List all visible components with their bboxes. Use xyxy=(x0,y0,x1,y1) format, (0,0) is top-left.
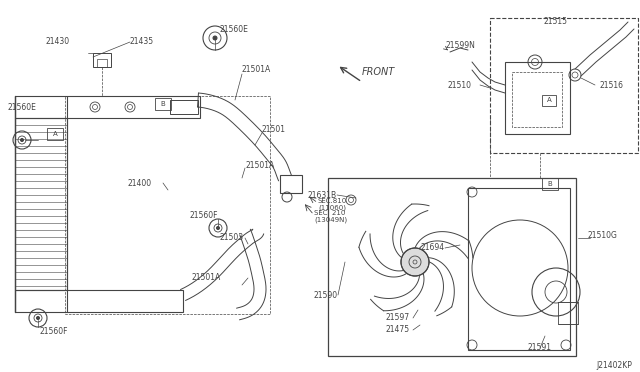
Text: SEC. 210: SEC. 210 xyxy=(314,210,346,216)
Circle shape xyxy=(36,317,40,320)
Text: 21501A: 21501A xyxy=(242,65,271,74)
Text: SEC.810: SEC.810 xyxy=(318,198,348,204)
Text: 21501A: 21501A xyxy=(245,160,275,170)
Text: B: B xyxy=(161,101,165,107)
Text: B: B xyxy=(548,181,552,187)
Text: (11060): (11060) xyxy=(318,205,346,211)
Text: 21515: 21515 xyxy=(543,17,567,26)
Text: J21402KP: J21402KP xyxy=(596,360,632,369)
Circle shape xyxy=(401,248,429,276)
Text: 21510: 21510 xyxy=(447,80,471,90)
Text: 21435: 21435 xyxy=(130,38,154,46)
Text: FRONT: FRONT xyxy=(362,67,396,77)
Text: 21475: 21475 xyxy=(385,326,409,334)
Bar xyxy=(15,118,67,290)
Bar xyxy=(542,95,556,106)
Text: 21501A: 21501A xyxy=(192,273,221,282)
Text: 21560E: 21560E xyxy=(220,26,249,35)
Text: 21560F: 21560F xyxy=(40,327,68,337)
Text: 21591: 21591 xyxy=(528,343,552,353)
Text: 21597: 21597 xyxy=(385,314,409,323)
Bar xyxy=(280,175,302,193)
Text: A: A xyxy=(52,131,58,137)
Text: 21631B: 21631B xyxy=(308,190,337,199)
Bar xyxy=(93,53,111,67)
Bar xyxy=(558,302,578,324)
Bar xyxy=(15,290,183,312)
Bar xyxy=(490,18,638,153)
Bar xyxy=(47,128,63,140)
Text: (13049N): (13049N) xyxy=(314,217,347,223)
Text: 21516: 21516 xyxy=(600,80,624,90)
Bar xyxy=(468,188,570,350)
Text: 21694: 21694 xyxy=(421,244,445,253)
Bar xyxy=(15,96,200,118)
Bar xyxy=(65,96,270,314)
Text: 21510G: 21510G xyxy=(588,231,618,240)
Text: 21503: 21503 xyxy=(220,234,244,243)
Text: 21560E: 21560E xyxy=(8,103,37,112)
Circle shape xyxy=(20,138,24,141)
Text: 21430: 21430 xyxy=(45,38,69,46)
Bar xyxy=(170,100,198,114)
Text: 21560F: 21560F xyxy=(190,211,218,219)
Text: A: A xyxy=(547,97,552,103)
Bar xyxy=(512,72,562,127)
Text: 21501: 21501 xyxy=(262,125,286,135)
Bar xyxy=(155,98,171,110)
Text: 21599N: 21599N xyxy=(445,41,475,49)
Circle shape xyxy=(213,36,217,40)
Text: 21400: 21400 xyxy=(128,179,152,187)
Circle shape xyxy=(216,227,220,230)
Bar xyxy=(505,62,570,134)
Text: 21590: 21590 xyxy=(314,291,338,299)
Bar xyxy=(542,178,558,190)
Bar xyxy=(328,178,576,356)
Bar xyxy=(97,59,107,67)
